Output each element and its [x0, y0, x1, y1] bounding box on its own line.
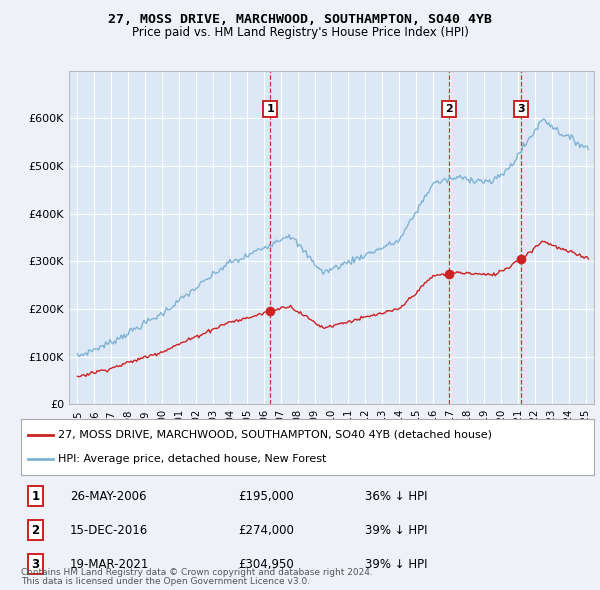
Text: 1: 1	[266, 104, 274, 114]
Text: 15-DEC-2016: 15-DEC-2016	[70, 524, 148, 537]
Text: 2: 2	[31, 524, 40, 537]
Text: 27, MOSS DRIVE, MARCHWOOD, SOUTHAMPTON, SO40 4YB (detached house): 27, MOSS DRIVE, MARCHWOOD, SOUTHAMPTON, …	[58, 430, 492, 440]
Text: £304,950: £304,950	[239, 558, 295, 571]
Text: Contains HM Land Registry data © Crown copyright and database right 2024.: Contains HM Land Registry data © Crown c…	[21, 568, 373, 577]
Text: 19-MAR-2021: 19-MAR-2021	[70, 558, 149, 571]
Text: 3: 3	[518, 104, 525, 114]
Text: 39% ↓ HPI: 39% ↓ HPI	[365, 524, 427, 537]
Text: This data is licensed under the Open Government Licence v3.0.: This data is licensed under the Open Gov…	[21, 578, 310, 586]
Text: 3: 3	[31, 558, 40, 571]
Text: 27, MOSS DRIVE, MARCHWOOD, SOUTHAMPTON, SO40 4YB: 27, MOSS DRIVE, MARCHWOOD, SOUTHAMPTON, …	[108, 13, 492, 26]
Text: 26-MAY-2006: 26-MAY-2006	[70, 490, 146, 503]
Text: 1: 1	[31, 490, 40, 503]
Text: 39% ↓ HPI: 39% ↓ HPI	[365, 558, 427, 571]
Text: HPI: Average price, detached house, New Forest: HPI: Average price, detached house, New …	[58, 454, 326, 464]
Text: £274,000: £274,000	[239, 524, 295, 537]
Text: £195,000: £195,000	[239, 490, 295, 503]
Text: 36% ↓ HPI: 36% ↓ HPI	[365, 490, 427, 503]
Text: 2: 2	[445, 104, 453, 114]
Text: Price paid vs. HM Land Registry's House Price Index (HPI): Price paid vs. HM Land Registry's House …	[131, 26, 469, 39]
